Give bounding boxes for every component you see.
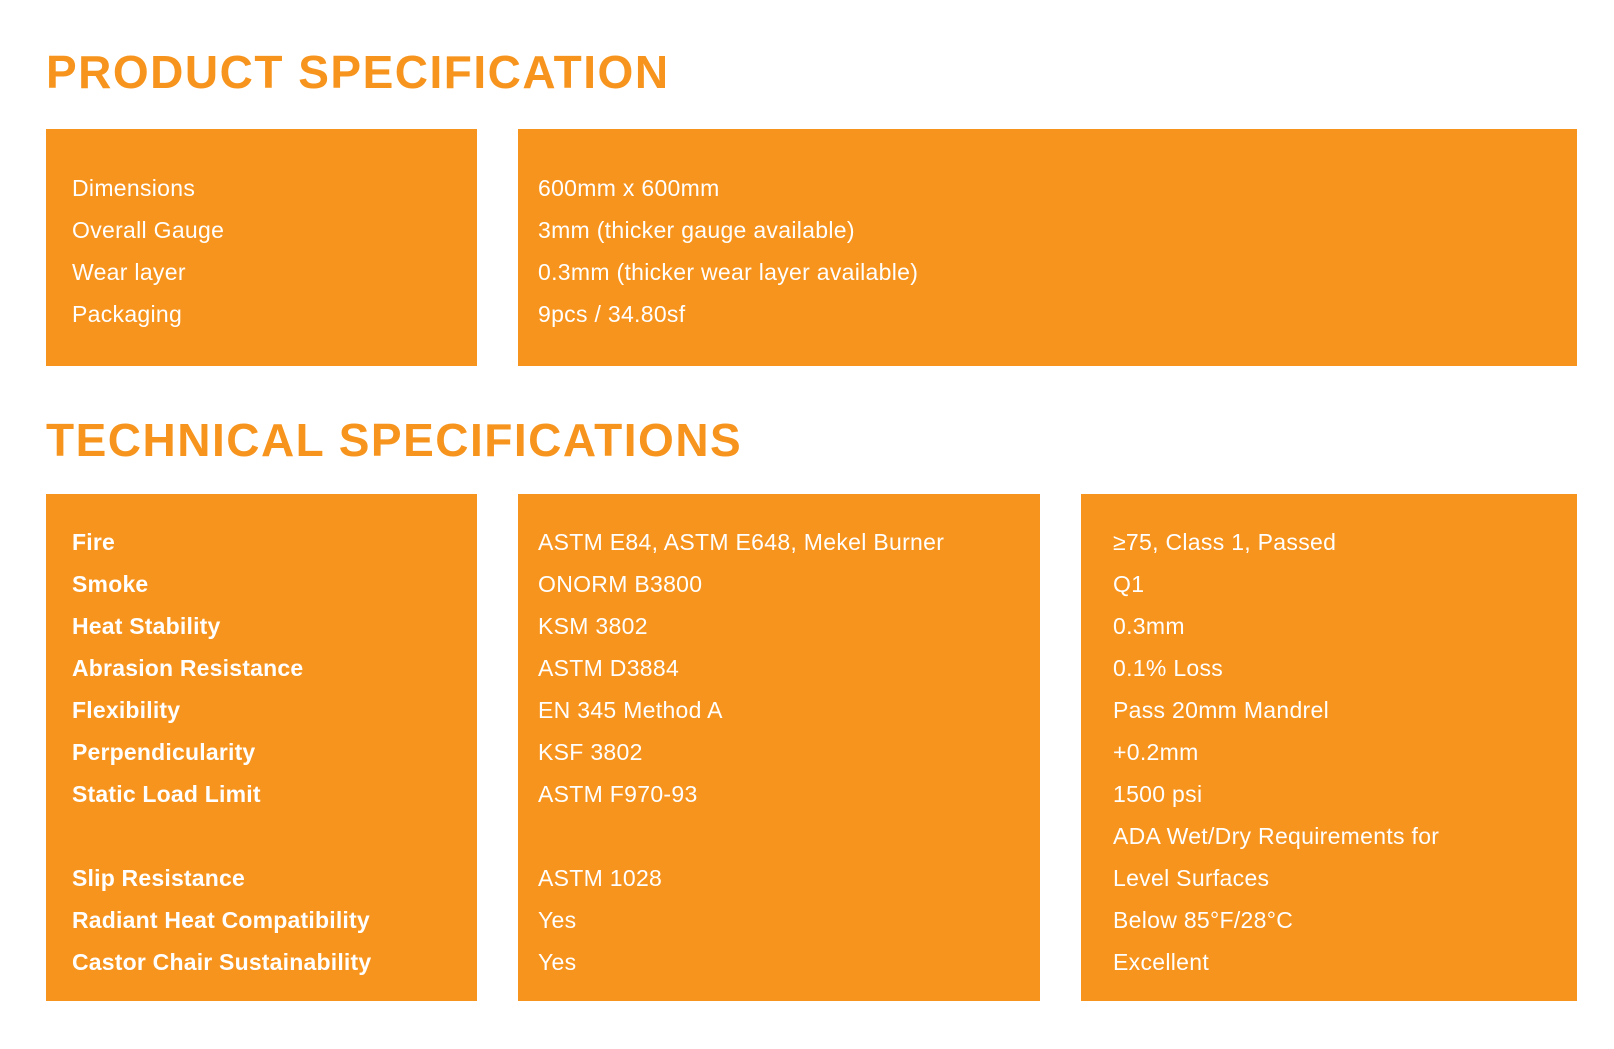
tech-spec-standard: Yes [538,949,577,975]
tech-spec-standard: ONORM B3800 [538,571,703,597]
tech-spec-label [72,815,371,857]
tech-spec-label: Radiant Heat Compatibility [72,907,370,933]
technical-specifications-heading: TECHNICAL SPECIFICATIONS [46,414,743,466]
technical-spec-labels: Fire Smoke Heat Stability Abrasion Resistan… [72,521,371,983]
product-spec-labels: Dimensions Overall Gauge Wear layer Packagi… [72,167,224,335]
technical-spec-standards-panel: ASTM E84, ASTM E648, Mekel Burner ONORM B… [518,494,1040,1001]
tech-spec-label: Flexibility [72,697,181,723]
tech-spec-standard: KSM 3802 [538,613,648,639]
technical-spec-labels-panel: Fire Smoke Heat Stability Abrasion Resistan… [46,494,477,1001]
tech-spec-result: Q1 [1113,571,1145,597]
tech-spec-result: +0.2mm [1113,739,1199,765]
tech-spec-standard [538,815,944,857]
spec-value: 0.3mm (thicker wear layer available) [538,259,919,285]
product-spec-labels-panel: Dimensions Overall Gauge Wear layer Packagi… [46,129,477,366]
tech-spec-result: 0.1% Loss [1113,655,1224,681]
tech-spec-result: Level Surfaces [1113,865,1270,891]
tech-spec-result: 0.3mm [1113,613,1185,639]
spec-value: 9pcs / 34.80sf [538,301,686,327]
tech-spec-label: Perpendicularity [72,739,256,765]
tech-spec-result: 1500 psi [1113,781,1203,807]
spec-label: Overall Gauge [72,217,225,243]
spec-label: Packaging [72,301,183,327]
tech-spec-standard: ASTM E84, ASTM E648, Mekel Burner [538,529,945,555]
product-spec-values-panel: 600mm x 600mm 3mm (thicker gauge availabl… [518,129,1577,366]
tech-spec-label: Heat Stability [72,613,221,639]
tech-spec-label: Slip Resistance [72,865,246,891]
spec-label: Dimensions [72,175,196,201]
tech-spec-standard: KSF 3802 [538,739,643,765]
tech-spec-result: Excellent [1113,949,1210,975]
tech-spec-standard: ASTM D3884 [538,655,680,681]
tech-spec-standard: ASTM F970-93 [538,781,698,807]
product-specification-heading: PRODUCT SPECIFICATION [46,46,670,98]
tech-spec-result: Pass 20mm Mandrel [1113,697,1330,723]
spec-label: Wear layer [72,259,186,285]
tech-spec-label: Fire [72,529,115,555]
tech-spec-label: Abrasion Resistance [72,655,304,681]
spec-value: 3mm (thicker gauge available) [538,217,855,243]
tech-spec-label: Castor Chair Sustainability [72,949,372,975]
tech-spec-result: ≥75, Class 1, Passed [1113,529,1337,555]
technical-spec-results-panel: ≥75, Class 1, Passed Q1 0.3mm 0.1% Loss Pass… [1081,494,1577,1001]
technical-spec-results: ≥75, Class 1, Passed Q1 0.3mm 0.1% Loss Pass… [1113,521,1439,983]
technical-spec-standards: ASTM E84, ASTM E648, Mekel Burner ONORM B… [538,521,944,983]
product-spec-values: 600mm x 600mm 3mm (thicker gauge availabl… [538,167,918,335]
tech-spec-label: Static Load Limit [72,781,261,807]
tech-spec-label: Smoke [72,571,149,597]
spec-value: 600mm x 600mm [538,175,720,201]
tech-spec-result: Below 85°F/28°C [1113,907,1294,933]
tech-spec-standard: EN 345 Method A [538,697,723,723]
tech-spec-result: ADA Wet/Dry Requirements for [1113,823,1440,849]
tech-spec-standard: Yes [538,907,577,933]
tech-spec-standard: ASTM 1028 [538,865,663,891]
